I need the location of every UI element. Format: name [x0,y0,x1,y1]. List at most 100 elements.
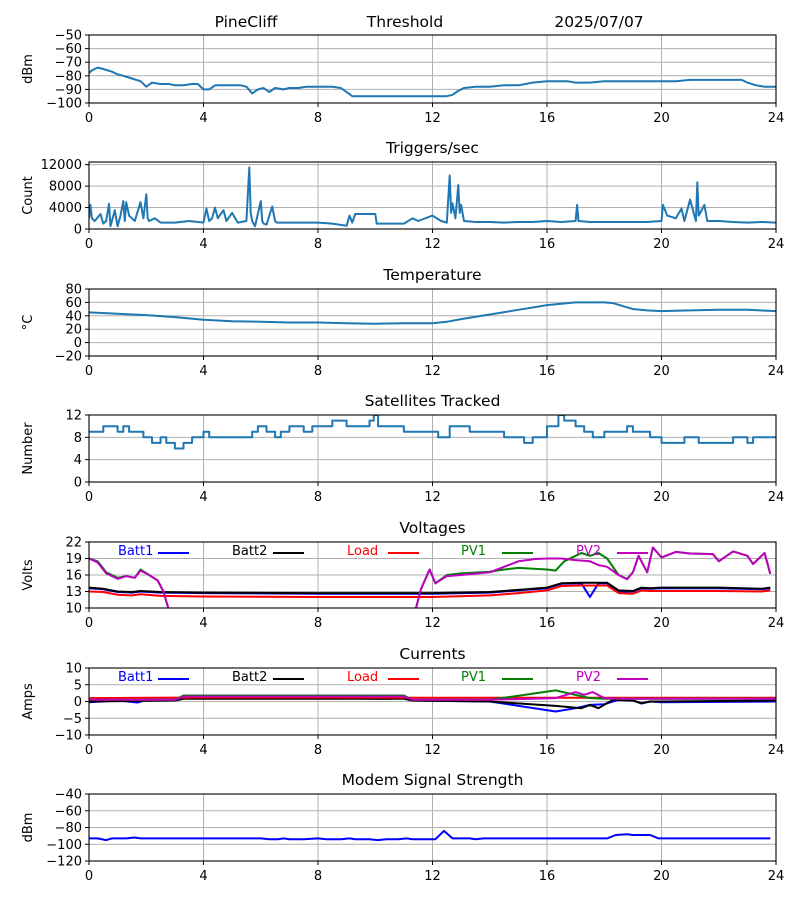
x-tick-label: 20 [653,111,670,126]
panel-title: Currents [399,645,465,663]
y-tick-label: −5 [63,712,82,727]
panel-title: Modem Signal Strength [342,771,524,789]
x-tick-label: 20 [653,364,670,379]
series-line-batt2 [89,697,776,710]
series-line-pv2 [89,546,772,608]
series-line-triggers [89,166,776,228]
series-group [89,415,776,450]
y-tick-label: 4000 [49,201,82,216]
y-tick-label: 0 [74,695,82,710]
x-tick-label: 8 [314,616,322,631]
y-axis-label: Amps [21,683,36,720]
y-tick-label: 40 [65,309,82,324]
y-axis-label: Number [21,422,36,475]
legend-label: PV1 [461,544,486,559]
y-tick-label: 22 [65,536,82,551]
y-axis-label: dBm [21,813,36,843]
series-line-temperature [89,301,776,325]
x-tick-label: 16 [539,111,556,126]
y-tick-label: 4 [74,453,82,468]
x-tick-label: 24 [768,616,785,631]
x-tick-label: 16 [539,869,556,884]
panel-modem: 0 4 8 12 16 20 24 −120 −100 −80 −60−40 Modem Signal… [21,771,784,884]
y-tick-label: 10 [65,662,82,677]
x-tick-label: 16 [539,237,556,252]
panel-title: Voltages [399,519,465,537]
panel-satellites: 0 4 8 12 16 20 24 0 4 8 12 Satellites Tracked Number [21,392,784,505]
panel-title: Temperature [382,266,481,284]
x-tick-label: 20 [653,490,670,505]
series-group [89,829,771,842]
x-tick-label: 4 [199,237,207,252]
y-axis-label: dBm [21,54,36,84]
y-tick-label: 10 [65,602,82,617]
y-tick-label: −50 [55,29,82,44]
series-line-satellites [89,415,776,450]
panel-title: Satellites Tracked [365,392,501,410]
y-tick-label: −100 [46,97,82,112]
series-line-threshold [89,66,776,98]
x-tick-label: 4 [199,869,207,884]
x-tick-label: 8 [314,743,322,758]
series-group [89,301,776,325]
x-tick-label: 12 [424,743,441,758]
x-tick-label: 20 [653,869,670,884]
legend-label: Load [347,544,378,559]
mode-title: Threshold [366,13,443,31]
y-tick-label: −120 [46,855,82,870]
y-tick-label: 0 [74,336,82,351]
x-tick-label: 0 [85,364,93,379]
y-tick-label: 12 [65,409,82,424]
x-tick-label: 8 [314,111,322,126]
panel-title: Triggers/sec [385,139,479,157]
y-tick-label: −60 [55,804,82,819]
x-tick-label: 24 [768,237,785,252]
y-tick-label: 80 [65,283,82,298]
x-tick-label: 0 [85,616,93,631]
series-group [89,546,772,608]
x-tick-label: 8 [314,364,322,379]
y-tick-label: −20 [55,350,82,365]
y-tick-label: 5 [74,678,82,693]
plot-frame [88,414,777,483]
plot-frame [88,667,777,736]
plot-frame [88,34,777,104]
panel-triggers: 0 4 8 12 16 20 24 0 4000 8000 12000 Triggers/sec Cou… [21,139,784,252]
legend-label: PV1 [461,670,486,685]
y-axis-label: °C [21,315,36,331]
x-tick-label: 4 [199,111,207,126]
series-line-pv2 [89,691,776,701]
y-tick-label: −10 [55,729,82,744]
x-tick-label: 4 [199,743,207,758]
x-tick-label: 4 [199,364,207,379]
x-tick-label: 16 [539,743,556,758]
y-tick-label: 8 [74,431,82,446]
legend-label: Batt1 [118,670,153,685]
y-tick-label: 12000 [41,158,82,173]
series-line-modem [89,829,771,842]
x-tick-label: 0 [85,869,93,884]
x-tick-label: 24 [768,743,785,758]
legend-label: PV2 [576,544,601,559]
y-tick-label: 0 [74,223,82,238]
y-tick-label: −40 [55,788,82,803]
x-tick-label: 16 [539,364,556,379]
y-axis-label: Count [21,176,36,215]
y-tick-label: 16 [65,569,82,584]
y-axis-label: Volts [21,559,36,591]
y-tick-label: 20 [65,323,82,338]
y-tick-label: 13 [65,585,82,600]
series-group [89,689,776,713]
panel-threshold: 0 4 8 12 16 20 24 −100−90−80−70−60−50 dBm [21,29,784,127]
x-tick-label: 16 [539,616,556,631]
legend-label: PV2 [576,670,601,685]
x-tick-label: 0 [85,490,93,505]
x-tick-label: 20 [653,616,670,631]
x-tick-label: 12 [424,237,441,252]
legend-label: Batt2 [232,670,267,685]
y-tick-label: −100 [46,838,82,853]
x-tick-label: 8 [314,869,322,884]
x-tick-label: 0 [85,237,93,252]
